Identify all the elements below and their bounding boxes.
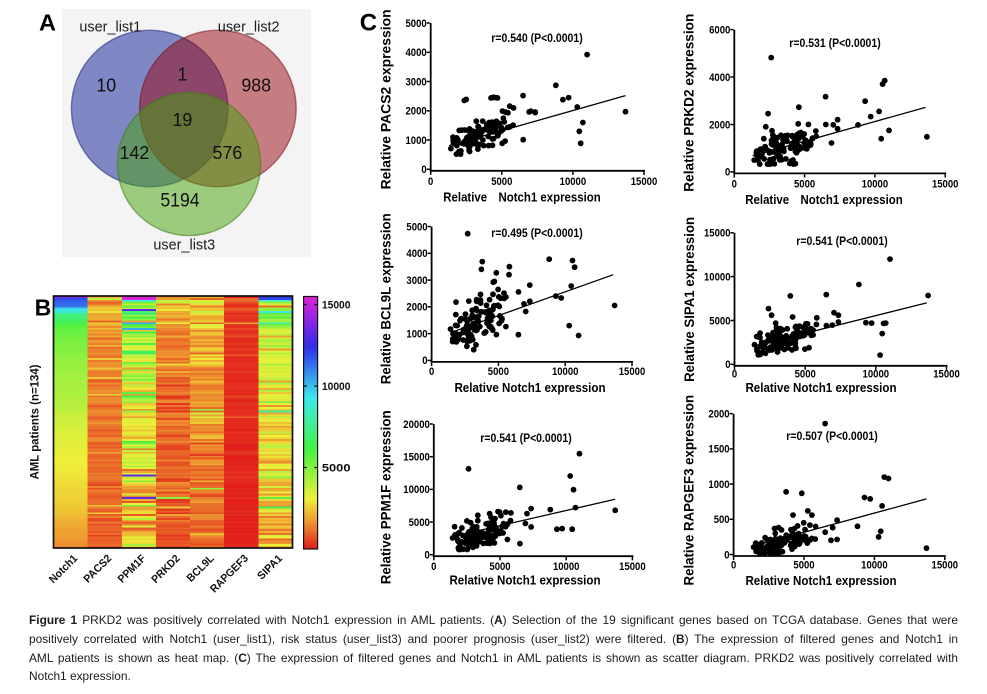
svg-text:15000: 15000 — [631, 176, 658, 188]
svg-text:Relative SIPA1 expression: Relative SIPA1 expression — [682, 217, 697, 382]
svg-text:0: 0 — [725, 167, 730, 179]
svg-text:0: 0 — [431, 561, 436, 573]
svg-text:4000: 4000 — [406, 47, 427, 59]
svg-text:r=0.531 (P<0.0001): r=0.531 (P<0.0001) — [789, 36, 880, 50]
svg-text:r=0.540 (P<0.0001): r=0.540 (P<0.0001) — [491, 31, 582, 45]
svg-text:2000: 2000 — [709, 119, 730, 131]
svg-text:user_list3: user_list3 — [153, 238, 215, 254]
svg-text:1500: 1500 — [708, 444, 729, 456]
svg-text:0: 0 — [422, 355, 427, 367]
svg-text:0: 0 — [429, 366, 434, 378]
svg-text:15000: 15000 — [322, 300, 351, 312]
svg-text:10000: 10000 — [863, 368, 890, 380]
svg-text:0: 0 — [425, 550, 430, 562]
svg-text:1000: 1000 — [708, 479, 729, 491]
svg-text:5000: 5000 — [794, 179, 815, 191]
svg-text:3000: 3000 — [406, 275, 427, 287]
svg-text:10: 10 — [96, 75, 116, 96]
svg-text:10000: 10000 — [704, 271, 731, 283]
svg-text:C: C — [360, 10, 377, 37]
svg-text:r=0.507 (P<0.0001): r=0.507 (P<0.0001) — [786, 429, 877, 443]
svg-text:15000: 15000 — [619, 366, 646, 378]
svg-text:0: 0 — [724, 549, 729, 561]
svg-text:Notch1: Notch1 — [47, 553, 80, 586]
svg-text:PRKD2: PRKD2 — [149, 553, 182, 586]
svg-text:10000: 10000 — [552, 366, 579, 378]
svg-text:0: 0 — [421, 164, 426, 176]
svg-text:5000: 5000 — [709, 315, 730, 327]
svg-text:5000: 5000 — [409, 517, 430, 529]
svg-text:15000: 15000 — [932, 179, 959, 191]
svg-text:4000: 4000 — [406, 248, 427, 260]
svg-text:142: 142 — [120, 142, 150, 163]
svg-text:1: 1 — [177, 64, 187, 85]
svg-text:BCL9L: BCL9L — [185, 552, 217, 584]
svg-text:988: 988 — [241, 75, 271, 96]
svg-text:Relative PRKD2 expression: Relative PRKD2 expression — [682, 14, 697, 192]
svg-text:5000: 5000 — [491, 176, 512, 188]
svg-text:5000: 5000 — [406, 221, 427, 233]
svg-text:10000: 10000 — [553, 561, 580, 573]
svg-text:2000: 2000 — [406, 302, 427, 314]
svg-text:AML patients (n=134): AML patients (n=134) — [30, 364, 42, 479]
svg-text:0: 0 — [732, 368, 737, 380]
svg-text:10000: 10000 — [861, 560, 888, 572]
svg-text:Relative Notch1 expression: Relative Notch1 expression — [745, 573, 896, 588]
svg-text:19: 19 — [173, 109, 193, 130]
svg-text:r=0.495 (P<0.0001): r=0.495 (P<0.0001) — [491, 226, 582, 240]
svg-text:PACS2: PACS2 — [82, 553, 115, 586]
svg-text:B: B — [35, 295, 52, 321]
svg-text:0: 0 — [725, 359, 730, 371]
svg-text:576: 576 — [213, 142, 243, 163]
svg-text:Relative PACS2 expression: Relative PACS2 expression — [378, 9, 393, 189]
svg-text:Relative PPM1F expression: Relative PPM1F expression — [378, 410, 393, 584]
svg-text:1000: 1000 — [406, 135, 427, 147]
svg-text:2000: 2000 — [708, 409, 729, 421]
svg-text:0: 0 — [731, 560, 736, 572]
svg-text:Relative Notch1 expression: Relative Notch1 expression — [449, 572, 600, 587]
svg-text:15000: 15000 — [403, 452, 430, 464]
svg-text:15000: 15000 — [932, 560, 959, 572]
svg-text:15000: 15000 — [933, 368, 960, 380]
svg-text:5000: 5000 — [489, 561, 510, 573]
svg-text:5000: 5000 — [793, 560, 814, 572]
svg-text:Relative Notch1 expression: Relative Notch1 expression — [745, 192, 902, 207]
svg-text:10000: 10000 — [403, 484, 430, 496]
svg-text:Relative Notch1 expression: Relative Notch1 expression — [745, 380, 896, 395]
svg-text:500: 500 — [714, 514, 730, 526]
svg-text:15000: 15000 — [619, 561, 646, 573]
svg-text:r=0.541 (P<0.0001): r=0.541 (P<0.0001) — [796, 234, 887, 248]
svg-text:r=0.541 (P<0.0001): r=0.541 (P<0.0001) — [480, 431, 571, 445]
svg-text:Relative Notch1 expression: Relative Notch1 expression — [454, 380, 605, 395]
svg-text:5000: 5000 — [795, 368, 816, 380]
svg-text:10000: 10000 — [560, 176, 587, 188]
svg-text:10000: 10000 — [322, 381, 351, 393]
svg-text:0: 0 — [732, 179, 737, 191]
svg-text:Relative BCL9L expression: Relative BCL9L expression — [378, 213, 393, 384]
svg-text:5000: 5000 — [406, 18, 427, 30]
svg-text:Relative Notch1 expression: Relative Notch1 expression — [443, 189, 600, 204]
svg-text:10000: 10000 — [862, 179, 889, 191]
svg-text:5194: 5194 — [160, 189, 199, 211]
svg-text:20000: 20000 — [403, 419, 430, 431]
svg-text:15000: 15000 — [704, 228, 731, 240]
svg-text:SIPA1: SIPA1 — [255, 553, 285, 583]
svg-text:5000: 5000 — [488, 366, 509, 378]
svg-text:user_list2: user_list2 — [218, 20, 280, 36]
svg-text:user_list1: user_list1 — [79, 20, 141, 36]
svg-text:Relative RAPGEF3 expression: Relative RAPGEF3 expression — [682, 395, 697, 586]
svg-text:A: A — [39, 9, 56, 35]
svg-text:0: 0 — [428, 176, 433, 188]
svg-text:3000: 3000 — [406, 76, 427, 88]
svg-text:2000: 2000 — [406, 106, 427, 118]
svg-text:PPM1F: PPM1F — [116, 552, 149, 585]
svg-text:5000: 5000 — [322, 462, 351, 474]
svg-text:1000: 1000 — [406, 328, 427, 340]
svg-text:4000: 4000 — [709, 72, 730, 84]
svg-text:6000: 6000 — [709, 24, 730, 36]
